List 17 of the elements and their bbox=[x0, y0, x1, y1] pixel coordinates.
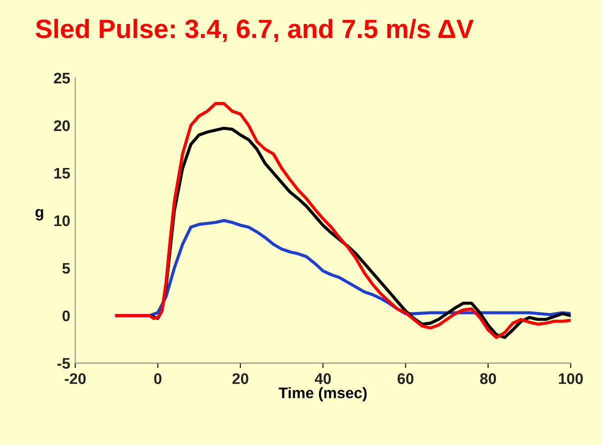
x-tick-label: 40 bbox=[314, 373, 331, 384]
x-tick-label: 100 bbox=[558, 373, 583, 384]
x-tick-label: -20 bbox=[64, 373, 86, 384]
y-tick-label: 0 bbox=[62, 310, 70, 322]
y-tick-label: 15 bbox=[54, 168, 70, 179]
y-axis-title: g bbox=[35, 209, 44, 220]
x-tick-label: 80 bbox=[480, 373, 496, 384]
y-tick-label: -5 bbox=[57, 358, 70, 369]
x-axis-title: Time (msec) bbox=[278, 387, 367, 402]
y-tick-label: 20 bbox=[54, 120, 70, 132]
chart-title: Sled Pulse: 3.4, 6.7, and 7.5 m/s ΔV bbox=[36, 18, 474, 42]
x-tick-label: 60 bbox=[398, 373, 414, 384]
x-tick-label: 0 bbox=[154, 373, 162, 384]
y-tick-label: 5 bbox=[62, 263, 70, 274]
y-tick-label: 10 bbox=[54, 215, 70, 226]
y-tick-label: 25 bbox=[54, 72, 70, 84]
x-tick-label: 20 bbox=[232, 373, 248, 384]
